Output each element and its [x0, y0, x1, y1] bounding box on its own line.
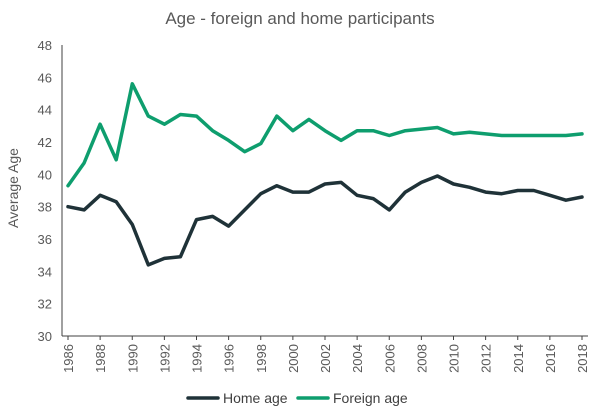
series-line-home-age [66, 174, 584, 267]
y-tick-label: 38 [38, 200, 52, 215]
x-tick-label: 2010 [447, 344, 462, 373]
x-tick-label: 1994 [190, 344, 205, 373]
legend: Home age Foreign age [186, 390, 408, 406]
y-tick-label: 42 [38, 135, 52, 150]
y-axis-label: Average Age [5, 148, 21, 228]
x-tick-label: 2000 [286, 344, 301, 373]
series-line-foreign-age [66, 82, 584, 188]
y-tick-label: 46 [38, 70, 52, 85]
x-tick-label: 2002 [318, 344, 333, 373]
series-lines [66, 82, 584, 267]
y-tick-label: 30 [38, 329, 52, 344]
y-tick-label: 44 [38, 103, 52, 118]
chart-title: Age - foreign and home participants [165, 9, 434, 28]
y-tick-label: 32 [38, 297, 52, 312]
y-tick-label: 36 [38, 232, 52, 247]
legend-label: Foreign age [333, 390, 408, 406]
x-tick-label: 2014 [511, 344, 526, 373]
x-tick-label: 1998 [254, 344, 269, 373]
x-tick-label: 1992 [157, 344, 172, 373]
x-tick-label: 2004 [350, 344, 365, 373]
y-tick-label: 40 [38, 167, 52, 182]
x-tick-label: 1996 [222, 344, 237, 373]
x-tick-label: 2016 [543, 344, 558, 373]
x-tick-labels: 1986 1988 1990 1992 1994 1996 1998 2000 2002 2004… [61, 336, 590, 373]
x-tick-label: 2012 [479, 344, 494, 373]
x-tick-label: 1988 [93, 344, 108, 373]
y-tick-label: 48 [38, 38, 52, 53]
x-tick-label: 1990 [125, 344, 140, 373]
x-tick-label: 2006 [382, 344, 397, 373]
x-tick-label: 2018 [575, 344, 590, 373]
y-tick-label: 34 [38, 264, 52, 279]
y-tick-labels: 30 32 34 36 38 40 42 44 46 48 [38, 38, 52, 344]
x-tick-label: 1986 [61, 344, 76, 373]
legend-label: Home age [223, 390, 288, 406]
x-tick-label: 2008 [414, 344, 429, 373]
